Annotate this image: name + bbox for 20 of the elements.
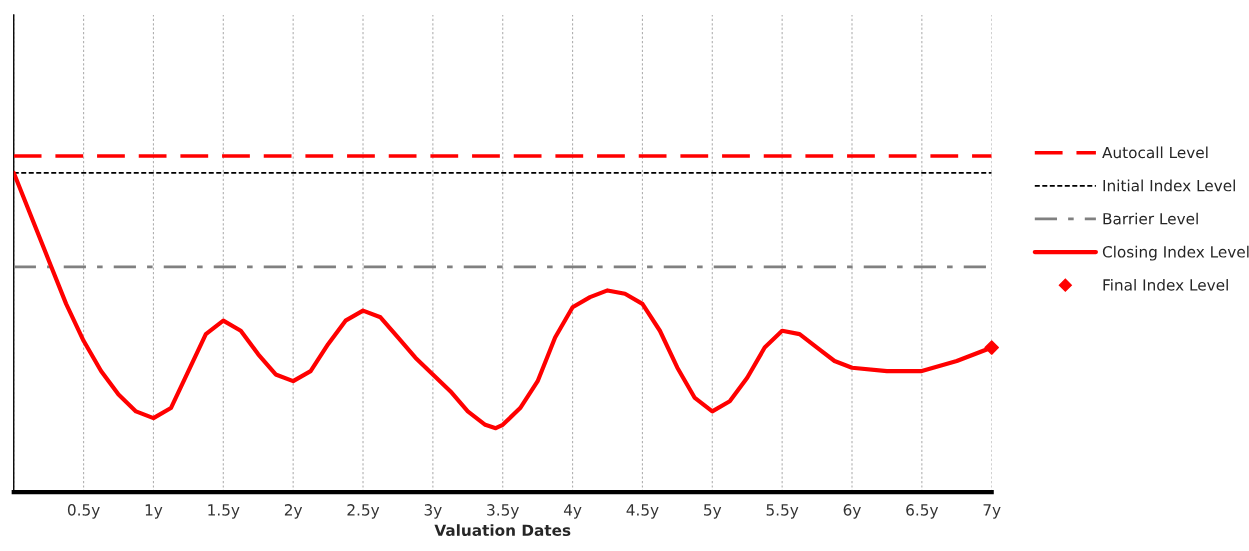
x-tick-label: 1.5y	[208, 504, 240, 519]
x-tick-label: 3.5y	[487, 504, 519, 519]
legend-label: Initial Index Level	[1103, 179, 1235, 192]
x-tick-label: 6y	[843, 504, 861, 519]
legend-label: Barrier Level	[1103, 212, 1198, 225]
x-axis-title: Valuation Dates	[434, 524, 571, 537]
legend-label: Final Index Level	[1103, 278, 1228, 291]
x-tick-label: 6.5y	[906, 504, 939, 519]
x-tick-label: 2y	[284, 504, 303, 519]
x-tick-label: 1y	[145, 504, 163, 519]
x-tick-label: 3y	[424, 504, 442, 519]
x-tick-label: 7y	[983, 504, 1001, 519]
legend-label: Autocall Level	[1102, 146, 1208, 159]
x-tick-label: 4.5y	[626, 504, 659, 519]
x-tick-label: 0.5y	[67, 504, 100, 519]
legend-label: Closing Index Level	[1102, 245, 1249, 261]
x-tick-label: 5.5y	[766, 504, 799, 519]
x-tick-label: 5y	[704, 504, 722, 519]
x-tick-label: 4y	[563, 504, 582, 519]
x-tick-label: 2.5y	[347, 504, 380, 519]
